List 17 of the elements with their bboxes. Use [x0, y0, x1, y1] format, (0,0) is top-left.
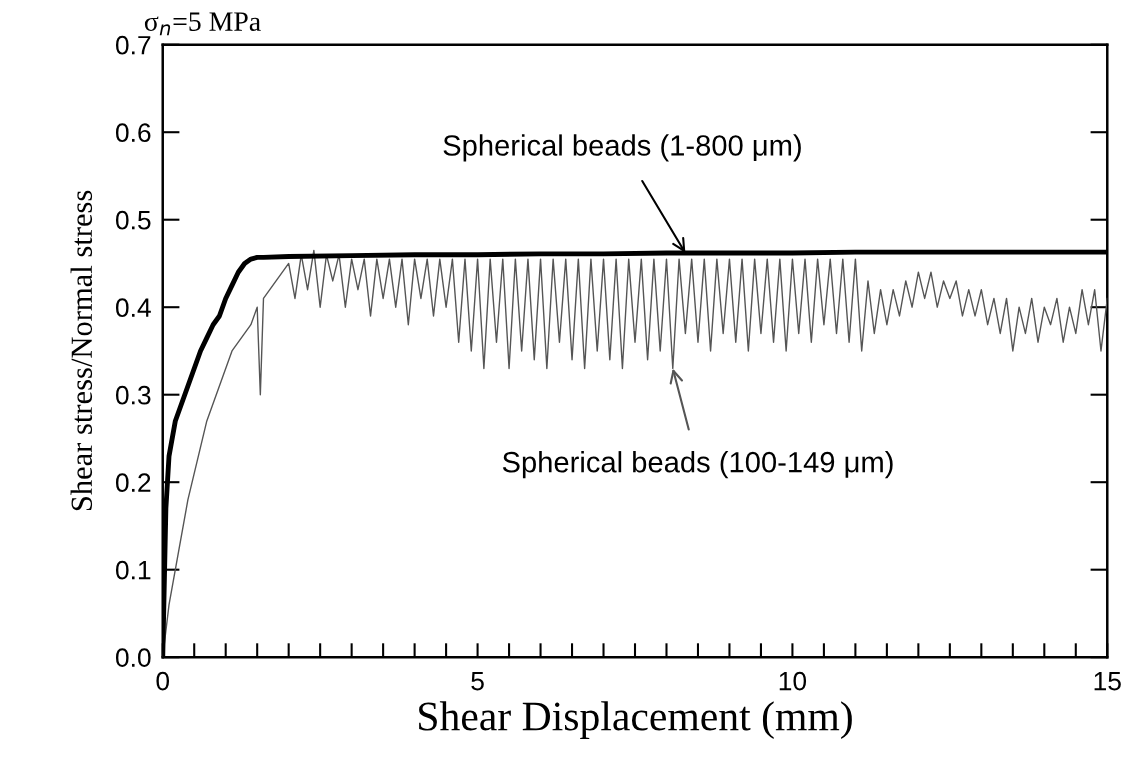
y-tick-label: 0.3: [115, 385, 151, 405]
y-axis-title: Shear stress/Normal stress: [70, 190, 93, 511]
annotation: Spherical beads (1-800 μm): [443, 134, 801, 162]
x-tick-label: 5: [471, 672, 484, 691]
y-tick-label: 0.5: [115, 210, 151, 230]
x-tick-label: 15: [1094, 672, 1121, 691]
y-tick-label: 0.4: [115, 298, 151, 318]
annotation: Spherical beads (100-149 μm): [502, 451, 893, 479]
y-tick-label: 0.6: [115, 123, 151, 143]
x-axis-title: Shear Displacement (mm): [419, 701, 852, 740]
y-tick-label: 0.2: [115, 473, 151, 493]
x-tick-label: 10: [779, 671, 807, 691]
y-tick-label: 0.0: [115, 648, 151, 668]
y-tick-label: 0.7: [115, 35, 151, 55]
chart-title: σ$_{n}$=5 MPa: [144, 12, 261, 36]
x-tick-label: 0: [156, 671, 170, 691]
y-tick-label: 0.1: [115, 560, 151, 580]
